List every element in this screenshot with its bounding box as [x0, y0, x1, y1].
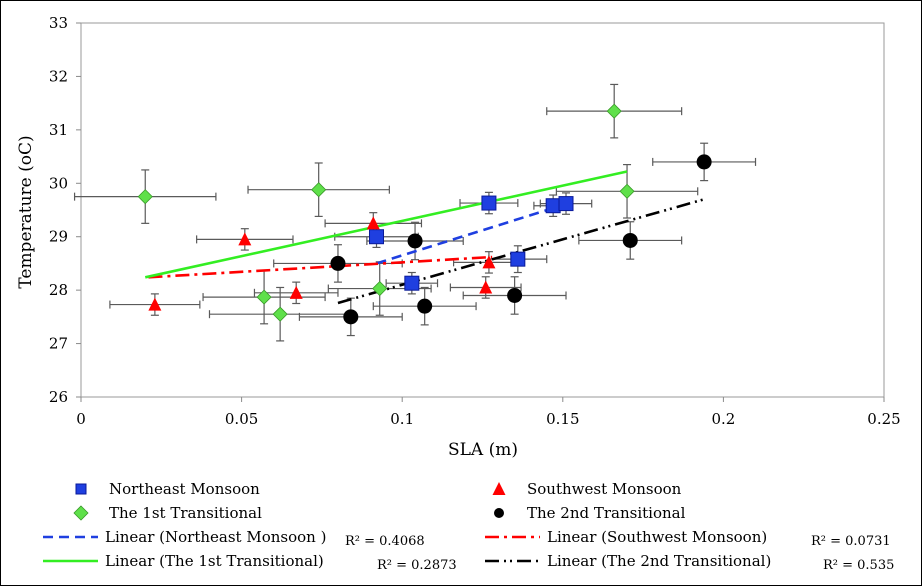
legend-label: Linear (Northeast Monsoon ): [105, 528, 326, 546]
legend-r2: R² = 0.0731: [811, 534, 891, 549]
data-point: [256, 289, 272, 305]
data-point: [330, 255, 346, 271]
y-axis-label: Temperature (oC): [16, 135, 36, 288]
data-point: [343, 309, 359, 325]
data-point: [289, 285, 303, 299]
x-axis-label: SLA (m): [448, 440, 518, 460]
y-tick-label: 27: [49, 335, 68, 353]
data-point: [272, 306, 288, 322]
data-point: [619, 183, 635, 199]
y-tick-label: 30: [49, 174, 68, 192]
data-point: [481, 195, 497, 211]
trendline: [376, 202, 567, 265]
legend-r2: R² = 0.535: [823, 558, 894, 573]
y-tick-label: 29: [49, 228, 68, 246]
data-point: [417, 298, 433, 314]
legend-label: Linear (Southwest Monsoon): [547, 528, 767, 546]
y-tick-label: 31: [49, 121, 68, 139]
y-tick-label: 32: [49, 67, 68, 85]
legend-r2: R² = 0.4068: [345, 534, 425, 549]
legend-marker: [73, 505, 89, 521]
data-point: [148, 297, 162, 311]
x-tick-label: 0.25: [867, 410, 900, 428]
data-point: [404, 275, 420, 291]
data-point: [137, 189, 153, 205]
legend-marker: [492, 482, 506, 495]
trendline: [144, 170, 628, 279]
legend-label: Linear (The 2nd Transitional): [547, 552, 771, 570]
plot-border: [80, 22, 885, 398]
legend-label: The 2nd Transitional: [527, 504, 686, 522]
legend-label: The 1st Transitional: [109, 504, 262, 522]
data-point: [238, 232, 252, 246]
data-point: [366, 216, 380, 230]
trendlines: [144, 170, 705, 305]
data-point: [507, 287, 523, 303]
data-point: [407, 233, 423, 249]
legend-marker: [494, 508, 504, 518]
x-tick-label: 0.2: [711, 410, 735, 428]
data-point: [696, 154, 712, 170]
data-point: [545, 198, 561, 214]
legend-label: Southwest Monsoon: [527, 480, 682, 498]
tick-labels: 0 0.05 0.1 0.15 0.2 0.25 26 27 28 29 30 31 32 33: [49, 14, 901, 428]
data-point: [558, 196, 574, 212]
data-markers: [137, 103, 712, 325]
data-point: [311, 182, 327, 198]
x-tick-label: 0.15: [546, 410, 579, 428]
x-tick-label: 0.05: [225, 410, 258, 428]
data-point: [479, 280, 493, 294]
legend-label: Northeast Monsoon: [109, 480, 260, 498]
data-point: [369, 229, 385, 245]
x-tick-label: 0.1: [390, 410, 414, 428]
legend: Northeast Monsoon Southwest Monsoon The 1s…: [43, 480, 894, 573]
y-tick-label: 28: [49, 281, 68, 299]
data-point: [372, 280, 388, 297]
data-point: [510, 251, 526, 267]
trendline: [148, 255, 493, 279]
y-tick-label: 26: [49, 388, 68, 406]
legend-marker: [75, 483, 87, 495]
y-tick-label: 33: [49, 14, 68, 32]
data-point: [622, 232, 638, 248]
x-tick-label: 0: [76, 410, 86, 428]
legend-r2: R² = 0.2873: [377, 558, 457, 573]
data-point: [482, 255, 496, 269]
data-point: [606, 103, 622, 119]
legend-label: Linear (The 1st Transitional): [105, 552, 324, 570]
plot-area: [76, 22, 885, 402]
